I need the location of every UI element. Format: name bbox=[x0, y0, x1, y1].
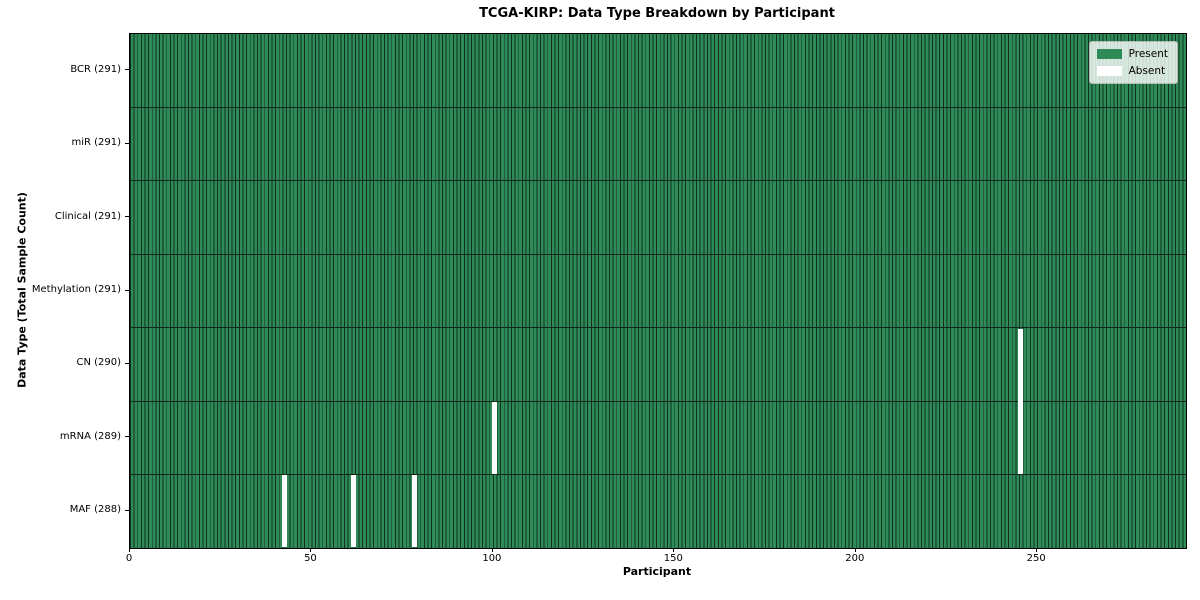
x-tick-mark bbox=[673, 548, 675, 552]
legend: Present Absent bbox=[1088, 41, 1178, 84]
legend-item-present: Present bbox=[1096, 48, 1168, 60]
row-separator bbox=[130, 474, 1186, 476]
xtick-label: 50 bbox=[304, 553, 317, 564]
y-tick-mark bbox=[125, 436, 129, 438]
xtick-label: 250 bbox=[1026, 553, 1046, 564]
absent-cell bbox=[412, 475, 418, 548]
legend-swatch-absent bbox=[1096, 66, 1122, 76]
row-separator bbox=[130, 253, 1186, 255]
row-separator bbox=[130, 327, 1186, 329]
ytick-label: CN (290) bbox=[76, 357, 121, 369]
heatmap-row-clinical bbox=[130, 180, 1186, 255]
heatmap-row-mir bbox=[130, 107, 1186, 181]
y-tick-mark bbox=[125, 142, 129, 144]
absent-cell bbox=[1018, 328, 1024, 474]
row-separator bbox=[130, 180, 1186, 182]
xtick-label: 200 bbox=[845, 553, 865, 564]
legend-swatch-present bbox=[1096, 49, 1122, 59]
heatmap-row-maf bbox=[130, 474, 1186, 548]
x-axis-label: Participant bbox=[622, 565, 692, 578]
legend-label: Present bbox=[1128, 48, 1168, 60]
x-tick-mark bbox=[129, 548, 130, 552]
ytick-label: mRNA (289) bbox=[59, 430, 121, 442]
plot-area: Present Absent bbox=[129, 33, 1187, 549]
heatmap-row-bcr bbox=[130, 34, 1186, 108]
row-separator bbox=[130, 106, 1186, 108]
absent-cell bbox=[492, 401, 498, 474]
heatmap bbox=[130, 34, 1186, 548]
y-tick-mark bbox=[125, 289, 129, 291]
x-tick-mark bbox=[491, 548, 493, 552]
xtick-label: 0 bbox=[125, 553, 133, 564]
ytick-label: Methylation (291) bbox=[31, 284, 121, 295]
ytick-label: BCR (291) bbox=[70, 63, 121, 75]
absent-cell bbox=[281, 475, 287, 548]
x-tick-mark bbox=[854, 548, 856, 552]
ytick-label: Clinical (291) bbox=[54, 210, 121, 222]
absent-cell bbox=[350, 475, 356, 548]
legend-label: Absent bbox=[1128, 65, 1166, 77]
y-tick-mark bbox=[125, 509, 129, 511]
heatmap-row-methylation bbox=[130, 254, 1186, 328]
xtick-label: 100 bbox=[482, 553, 502, 564]
chart-title: TCGA-KIRP: Data Type Breakdown by Partic… bbox=[479, 6, 835, 21]
y-tick-mark bbox=[125, 216, 129, 218]
y-tick-mark bbox=[125, 69, 129, 71]
legend-item-absent: Absent bbox=[1096, 65, 1168, 77]
xtick-label: 150 bbox=[663, 553, 683, 564]
row-separator bbox=[130, 400, 1186, 402]
heatmap-row-mrna bbox=[130, 401, 1186, 475]
heatmap-row-cn bbox=[130, 327, 1186, 402]
x-tick-mark bbox=[310, 548, 312, 552]
ytick-label: miR (291) bbox=[71, 137, 121, 149]
ytick-label: MAF (288) bbox=[69, 504, 121, 516]
y-tick-mark bbox=[125, 362, 129, 364]
x-tick-mark bbox=[1036, 548, 1038, 552]
